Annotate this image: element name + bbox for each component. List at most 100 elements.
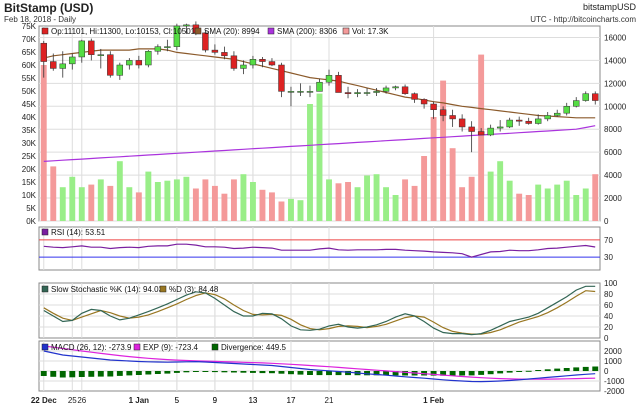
divergence-bar — [402, 371, 409, 376]
volume-bar — [392, 195, 399, 221]
volume-bar — [345, 182, 351, 221]
y-left-tick: 60K — [22, 61, 37, 70]
legend-exp-swatch — [133, 343, 141, 351]
volume-bar — [211, 185, 218, 221]
candle-body — [59, 63, 66, 69]
macd-tick: 1000 — [604, 357, 622, 366]
divergence-bar — [173, 371, 180, 373]
divergence-bar — [535, 370, 542, 371]
candle-body — [116, 64, 124, 76]
divergence-bar — [345, 371, 351, 376]
y-right-tick: 6000 — [604, 148, 622, 157]
divergence-bar — [78, 371, 85, 377]
volume-bar — [544, 188, 551, 221]
candle-body — [230, 55, 238, 69]
stoch-tick: 40 — [604, 312, 613, 321]
candle-body — [554, 112, 561, 116]
volume-bar — [440, 80, 447, 221]
legend-stoch-d: %D (3): 84.48 — [169, 285, 219, 294]
candle-body — [173, 25, 181, 47]
legend-stoch-d-swatch — [159, 285, 167, 293]
candle-body — [88, 40, 95, 55]
divergence-bar — [50, 371, 57, 377]
y-left-tick: 15K — [22, 178, 37, 187]
legend-sma20-swatch — [194, 27, 202, 35]
candle-body — [278, 64, 285, 92]
candle-body — [592, 93, 599, 101]
legend-stoch-k-swatch — [41, 285, 49, 293]
legend-divergence: Divergence: 449.5 — [221, 343, 286, 352]
candle-body — [249, 59, 257, 66]
divergence-bar — [211, 371, 218, 373]
volume-bar — [230, 179, 237, 221]
divergence-bar — [478, 371, 485, 375]
volume-bar — [116, 161, 123, 221]
volume-bar — [154, 182, 161, 221]
volume-bar — [50, 166, 57, 221]
divergence-bar — [202, 371, 209, 372]
candle-body — [392, 86, 399, 89]
y-right-tick: 14000 — [604, 56, 627, 65]
divergence-bar — [487, 371, 494, 375]
divergence-bar — [335, 371, 342, 376]
legend-stoch-k: Slow Stochastic %K (14): 94.03 — [51, 285, 164, 294]
legend-sma20: SMA (20): 8994 — [204, 27, 260, 36]
volume-bar — [78, 187, 85, 221]
volume-bar — [97, 179, 104, 221]
chart-title: BitStamp (USD) — [4, 1, 94, 15]
candle-body — [354, 92, 361, 94]
y-left-tick: 70K — [22, 35, 37, 44]
macd-tick: -2000 — [604, 387, 625, 396]
divergence-bar — [563, 368, 570, 371]
volume-bar — [249, 182, 256, 221]
candle-body — [458, 118, 466, 128]
y-right-tick: 4000 — [604, 171, 622, 180]
volume-bar — [164, 180, 171, 221]
candle-body — [297, 91, 304, 93]
macd-tick: -1000 — [604, 377, 625, 386]
candle-body — [487, 127, 494, 136]
y-left-tick: 65K — [22, 48, 37, 57]
volume-bar — [145, 171, 152, 221]
x-tick-label: 5 — [175, 396, 180, 405]
candle-body — [525, 120, 532, 124]
divergence-bar — [459, 371, 466, 376]
volume-bar — [468, 176, 475, 221]
candle-body — [50, 61, 57, 69]
candle-body — [573, 100, 580, 107]
volume-bar — [373, 174, 380, 221]
volume-bar — [269, 192, 275, 221]
candle-body — [477, 131, 485, 136]
volume-bar — [554, 184, 561, 221]
divergence-bar — [288, 371, 294, 375]
stoch-k-line — [43, 285, 596, 336]
y-left-tick: 40K — [22, 113, 37, 122]
x-tick-label: 1 Jan — [129, 396, 150, 405]
volume-bar — [402, 179, 409, 221]
candle-body — [449, 115, 456, 120]
candle-body — [135, 60, 143, 66]
volume-bar — [411, 185, 418, 221]
divergence-bar — [278, 371, 285, 374]
x-tick-label: 17 — [287, 396, 296, 405]
x-tick-label: 5 — [175, 396, 180, 405]
divergence-bar — [573, 367, 580, 371]
y-left-tick: 55K — [22, 74, 37, 83]
divergence-bar — [316, 371, 323, 376]
divergence-bar — [497, 371, 504, 374]
y-left-tick: 75K — [22, 22, 37, 31]
x-tick-label: 17 — [287, 396, 296, 405]
divergence-bar — [259, 371, 266, 374]
exp-line — [43, 345, 596, 380]
candle-body — [325, 75, 333, 83]
volume-bar — [107, 185, 114, 221]
candle-body — [259, 59, 266, 62]
divergence-bar — [126, 371, 133, 376]
legend-divergence-swatch — [211, 343, 219, 351]
divergence-bar — [430, 371, 437, 376]
candle-body — [240, 64, 247, 69]
volume-bar — [430, 117, 437, 221]
legend-ohlc-swatch — [41, 27, 49, 35]
volume-bar — [88, 184, 95, 221]
